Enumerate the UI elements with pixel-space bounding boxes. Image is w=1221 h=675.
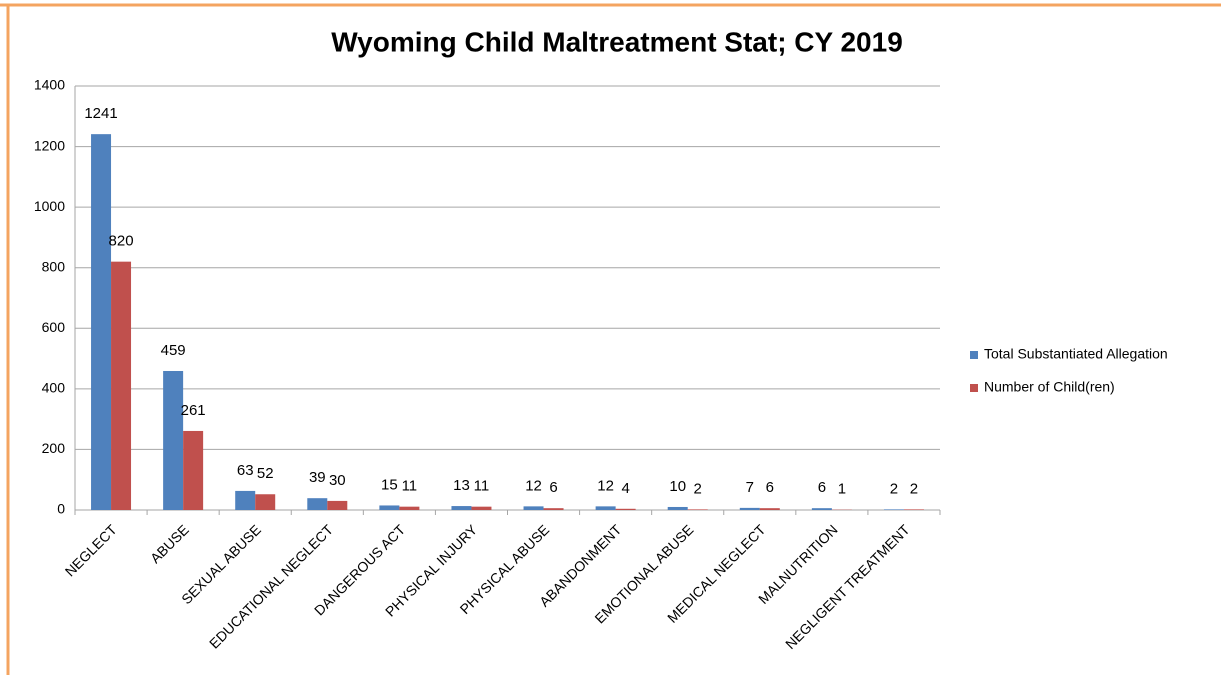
bar	[759, 508, 780, 510]
bar	[255, 494, 276, 510]
bar	[235, 490, 256, 510]
data-label: 39	[309, 469, 326, 486]
chart-title: Wyoming Child Maltreatment Stat; CY 2019	[331, 26, 903, 57]
bar	[327, 500, 348, 510]
bar	[451, 506, 472, 510]
data-label: 1	[838, 481, 846, 498]
bar	[667, 506, 688, 510]
bar	[687, 509, 708, 510]
y-tick-label: 200	[42, 440, 66, 456]
bar	[523, 506, 544, 510]
legend-label: Number of Child(ren)	[984, 379, 1115, 395]
bar	[91, 134, 112, 510]
data-label: 12	[597, 477, 614, 494]
bar	[183, 430, 204, 510]
data-label: 12	[525, 477, 542, 494]
bar	[111, 261, 132, 510]
data-label: 7	[746, 479, 754, 496]
data-label: 2	[694, 480, 702, 497]
data-label: 11	[474, 478, 490, 495]
bar	[399, 506, 420, 510]
data-label: 6	[766, 479, 774, 496]
data-label: 6	[818, 479, 826, 496]
y-tick-label: 1400	[34, 77, 65, 93]
data-label: 261	[181, 402, 206, 419]
bar	[739, 507, 760, 510]
data-label: 4	[621, 480, 629, 497]
data-label: 2	[910, 480, 918, 497]
bar	[307, 498, 328, 510]
data-label: 10	[669, 478, 686, 495]
data-label: 30	[329, 472, 346, 489]
legend-marker	[970, 384, 978, 392]
bar	[379, 505, 400, 510]
bar	[471, 506, 492, 510]
data-label: 820	[109, 233, 134, 250]
y-tick-label: 1000	[34, 198, 65, 214]
data-label: 52	[257, 465, 274, 482]
y-tick-label: 0	[57, 501, 65, 517]
data-label: 2	[890, 480, 898, 497]
bar	[163, 370, 184, 510]
bar	[543, 508, 564, 510]
bar	[615, 508, 636, 510]
y-tick-label: 800	[42, 258, 66, 274]
data-label: 63	[237, 462, 254, 479]
y-tick-label: 1200	[34, 137, 65, 153]
y-tick-label: 600	[42, 319, 66, 335]
y-tick-label: 400	[42, 380, 66, 396]
data-label: 6	[549, 479, 557, 496]
legend-marker	[970, 351, 978, 359]
legend-label: Total Substantiated Allegation	[984, 346, 1168, 362]
data-label: 13	[453, 477, 470, 494]
data-label: 15	[381, 476, 398, 493]
data-label: 459	[161, 342, 186, 359]
data-label: 11	[402, 478, 418, 495]
bar	[595, 506, 616, 510]
data-label: 1241	[84, 105, 117, 122]
bar	[903, 509, 924, 510]
bar	[883, 509, 904, 510]
bar	[811, 508, 832, 510]
